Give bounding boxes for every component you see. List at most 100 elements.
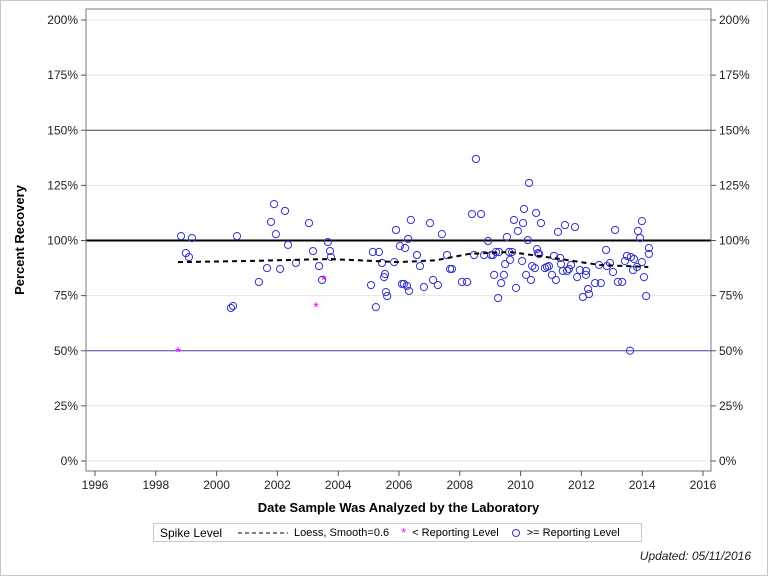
y-tick-label-right: 200% <box>719 13 750 27</box>
x-tick-label: 2016 <box>690 478 717 492</box>
y-tick-label-right: 175% <box>719 68 750 82</box>
dashed-line-icon <box>238 532 289 533</box>
x-tick-label: 1996 <box>82 478 109 492</box>
data-point <box>366 280 376 290</box>
y-tick-label-right: 50% <box>719 344 743 358</box>
data-point <box>187 233 197 243</box>
data-point <box>581 270 591 279</box>
data-point <box>535 249 544 259</box>
data-point <box>536 218 546 228</box>
data-point <box>433 280 443 290</box>
data-point <box>549 251 559 261</box>
data-point <box>406 215 415 225</box>
circle-icon <box>511 528 520 537</box>
data-point <box>325 246 335 256</box>
data-point <box>642 291 651 301</box>
data-point <box>573 273 582 282</box>
data-point <box>596 278 605 288</box>
legend-item-below: * < Reporting Level <box>401 525 499 540</box>
data-point <box>505 255 515 265</box>
data-point <box>494 293 503 303</box>
data-point <box>502 232 512 242</box>
data-point <box>383 291 392 301</box>
data-point <box>276 264 285 274</box>
data-point <box>601 245 611 255</box>
data-point <box>639 273 649 282</box>
data-point <box>560 220 570 230</box>
y-tick-label: 0% <box>61 454 79 468</box>
legend-item-above: >= Reporting Level <box>511 527 620 539</box>
data-point <box>415 261 425 271</box>
data-point <box>530 263 539 273</box>
data-point <box>532 208 541 218</box>
x-tick-label: 2006 <box>386 478 413 492</box>
data-point <box>528 261 537 271</box>
data-point <box>469 250 479 260</box>
data-point <box>380 269 390 279</box>
data-point <box>625 346 635 355</box>
data-point <box>629 254 639 264</box>
data-point <box>317 275 327 285</box>
data-point <box>563 266 572 276</box>
data-point <box>558 266 567 276</box>
y-tick-label: 25% <box>54 399 78 413</box>
data-point <box>176 231 186 241</box>
data-point <box>308 246 318 256</box>
data-point <box>644 249 653 259</box>
data-point <box>304 218 314 228</box>
data-point <box>377 258 387 268</box>
y-tick-label: 75% <box>54 289 78 303</box>
y-tick-label: 100% <box>47 234 78 248</box>
data-point <box>525 178 534 188</box>
data-point-asterisk: * <box>321 272 327 289</box>
loess-line <box>177 250 649 268</box>
data-point <box>499 270 508 279</box>
data-point <box>404 234 413 244</box>
data-point <box>637 216 646 226</box>
data-point <box>509 215 519 225</box>
data-point <box>605 258 615 268</box>
data-point <box>511 283 521 293</box>
y-axis-label: Percent Recovery <box>12 184 27 295</box>
data-point <box>618 277 627 287</box>
x-tick-label: 2002 <box>264 478 291 492</box>
data-point <box>584 289 594 299</box>
data-point <box>404 286 414 296</box>
x-tick-label: 2000 <box>203 478 230 492</box>
legend-label: < Reporting Level <box>412 526 499 539</box>
data-point <box>547 270 557 279</box>
data-point <box>425 218 435 228</box>
data-point <box>283 240 293 250</box>
data-point <box>326 252 336 262</box>
data-point-asterisk: * <box>175 344 181 361</box>
y-tick-label: 150% <box>47 123 78 137</box>
data-point-asterisk: * <box>313 299 319 316</box>
data-point <box>314 261 324 271</box>
data-point <box>497 278 506 288</box>
data-point <box>412 250 422 260</box>
data-point <box>500 259 510 269</box>
y-tick-label-right: 125% <box>719 178 750 192</box>
data-point <box>620 256 629 266</box>
data-point <box>323 237 332 247</box>
data-point <box>419 282 429 292</box>
data-point <box>374 247 384 257</box>
legend-label: Loess, Smooth=0.6 <box>294 526 390 539</box>
data-point <box>564 264 574 274</box>
data-point <box>622 251 632 261</box>
data-point <box>637 258 646 267</box>
data-point <box>467 209 477 219</box>
data-point <box>228 301 238 311</box>
data-point <box>518 218 528 228</box>
data-point <box>581 266 591 276</box>
y-tick-label-right: 150% <box>719 123 750 137</box>
x-tick-label: 2008 <box>446 478 473 492</box>
x-tick-label: 2004 <box>325 478 352 492</box>
data-point <box>553 227 563 237</box>
data-point <box>402 281 412 291</box>
data-point <box>266 217 276 227</box>
data-point <box>395 241 405 251</box>
data-point <box>471 154 481 164</box>
y-tick-label-right: 75% <box>719 289 743 303</box>
x-tick-label: 2012 <box>568 478 595 492</box>
